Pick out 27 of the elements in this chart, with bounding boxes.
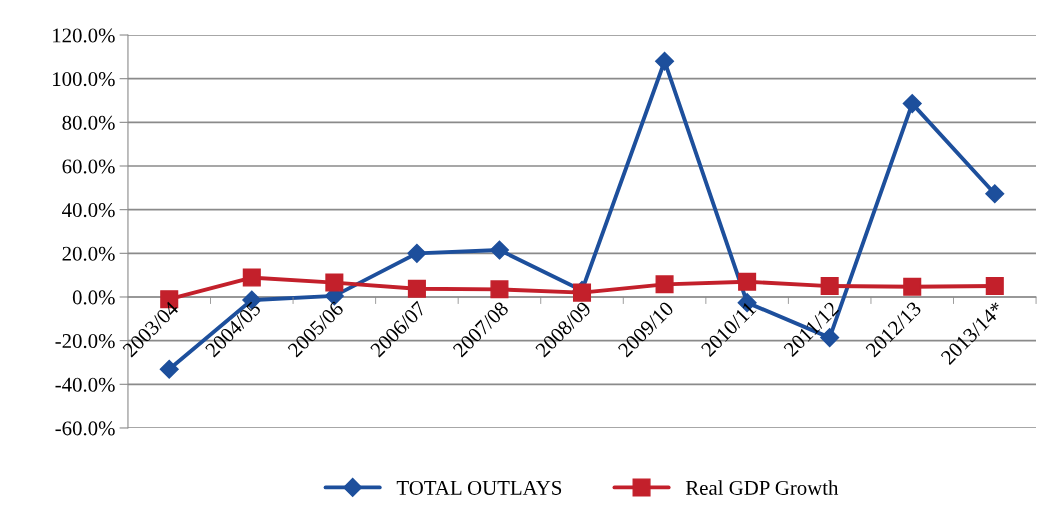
point — [242, 268, 261, 287]
point — [655, 275, 674, 294]
point — [159, 359, 179, 379]
legend-label: Real GDP Growth — [685, 480, 839, 495]
y-tick-label: 20.0% — [62, 246, 115, 261]
point — [490, 280, 509, 299]
point — [325, 273, 344, 292]
point — [489, 240, 509, 260]
point — [985, 277, 1004, 296]
point — [985, 184, 1005, 204]
point — [902, 94, 922, 114]
y-tick-label: 60.0% — [62, 159, 115, 174]
point — [407, 243, 427, 263]
point — [407, 279, 426, 298]
point — [655, 51, 675, 71]
y-tick-label: 40.0% — [62, 203, 115, 218]
legend-label: TOTAL OUTLAYS — [396, 480, 562, 495]
y-tick-label: -20.0% — [55, 334, 115, 349]
y-tick-label: 120.0% — [53, 28, 115, 43]
y-tick-label: 100.0% — [53, 72, 115, 87]
y-tick-label: -60.0% — [55, 421, 115, 436]
point — [820, 277, 839, 296]
y-tick-label: 80.0% — [62, 115, 115, 130]
point — [738, 272, 757, 291]
point — [903, 277, 922, 296]
y-tick-label: 0.0% — [72, 290, 115, 305]
y-tick-label: -40.0% — [55, 377, 115, 392]
